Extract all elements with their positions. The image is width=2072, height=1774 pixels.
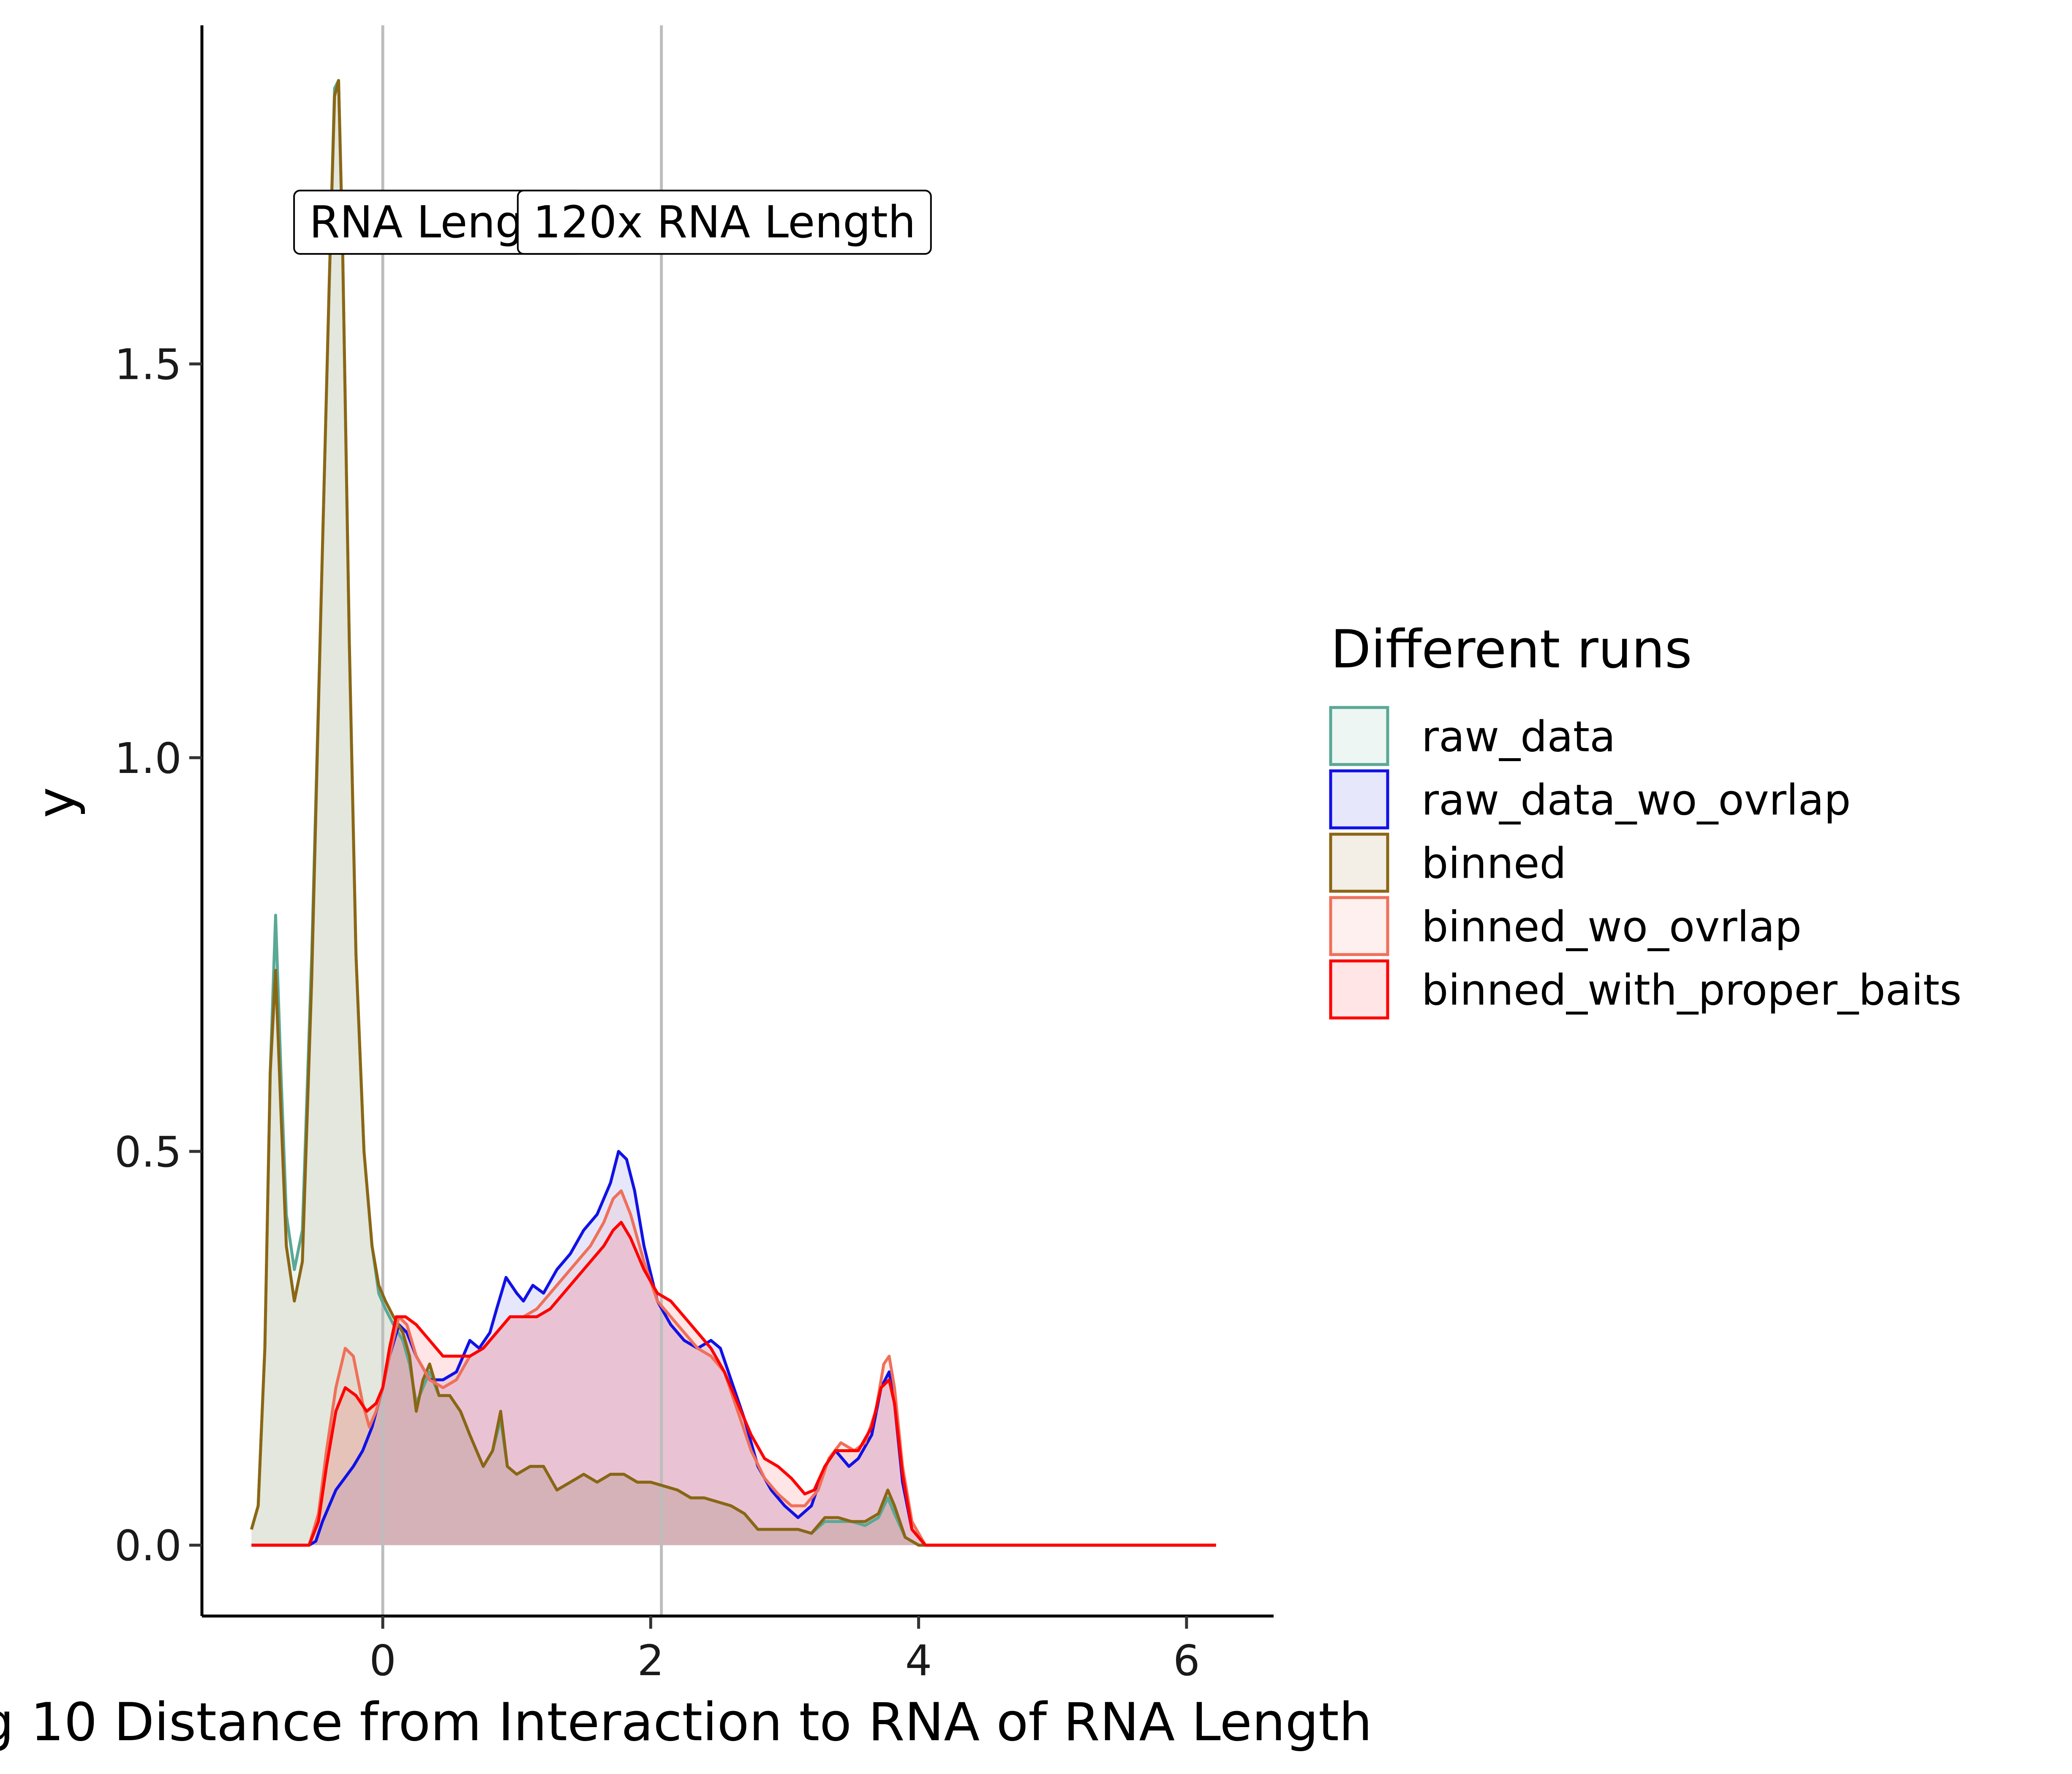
legend-key-bg [1331,771,1388,828]
density-area-binned_with_proper_baits [251,1222,1216,1545]
density-line-binned_wo_ovrlap [251,1189,1216,1547]
x-tick-label: 0 [369,1636,396,1685]
legend-key [1329,959,1389,1020]
axes: 0.0 0.5 1.0 1.5 0 2 4 6 [114,25,1274,1685]
reference-label-box [517,190,932,255]
legend-label: raw_data [1421,712,1615,762]
y-tick-label: 1.0 [114,734,182,783]
reference-label-2: 120x RNA Length [517,190,932,255]
legend-key-bg [1331,834,1388,891]
legend-item-binned: binned [1329,833,1566,893]
legend-item-raw_data: raw_data [1329,706,1615,766]
y-tick-label: 0.5 [114,1127,182,1177]
density-area-binned [251,80,1216,1545]
y-axis-title: y [26,787,87,818]
reference-label-text: 120x RNA Length [533,196,916,248]
legend-key-bg [1331,898,1388,955]
legend-key [1329,896,1389,956]
legend-key-bg [1331,961,1388,1018]
legend-label: binned_wo_ovrlap [1421,902,1802,952]
legend-item-binned_wo_ovrlap: binned_wo_ovrlap [1329,896,1802,956]
legend-title: Different runs [1331,619,1692,680]
x-axis-title: Log 10 Distance from Interaction to RNA … [0,1692,1372,1753]
x-tick-label: 6 [1173,1636,1200,1685]
legend-key [1329,769,1389,830]
legend-label: raw_data_wo_ovrlap [1421,775,1851,825]
legend-key [1329,706,1389,766]
legend-label: binned_with_proper_baits [1421,966,1962,1015]
x-tick-label: 4 [905,1636,932,1685]
legend-item-binned_with_proper_baits: binned_with_proper_baits [1329,959,1962,1020]
density-area-binned_wo_ovrlap [251,1191,1216,1545]
y-tick-label: 0.0 [114,1521,182,1570]
legend-key-bg [1331,707,1388,765]
density-lines [250,79,1216,1547]
density-line-binned_with_proper_baits [251,1221,1216,1547]
y-tick-label: 1.5 [114,340,182,389]
reference-lines [381,25,663,1616]
density-area-raw_data [251,80,1216,1545]
x-tick-label: 2 [637,1636,664,1685]
legend-item-raw_data_wo_ovrlap: raw_data_wo_ovrlap [1329,769,1851,830]
legend-key [1329,833,1389,893]
legend-label: binned [1421,839,1566,888]
legend: Different runs raw_data raw_data_wo_ovrla… [1329,619,1962,1020]
